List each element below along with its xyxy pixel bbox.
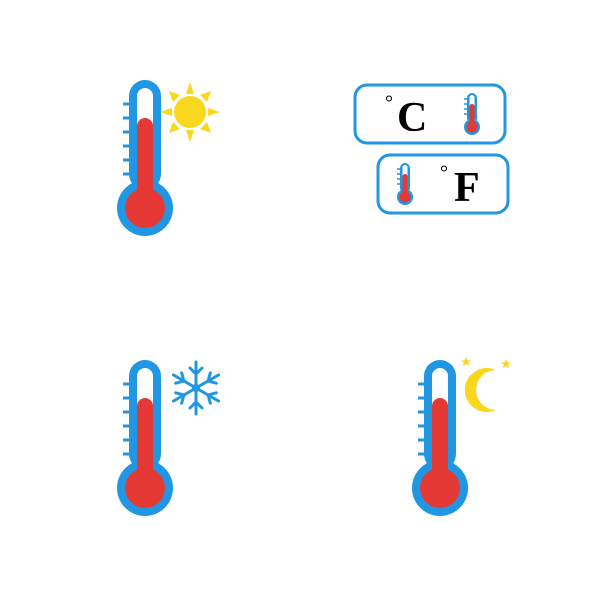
fahrenheit-badge: ° F: [378, 155, 508, 213]
thermo-sun-tile: [0, 0, 300, 300]
celsius-badge: ° C: [355, 85, 505, 143]
snowflake-icon: [170, 362, 221, 414]
sun-icon: [160, 82, 220, 142]
fahrenheit-label: F: [454, 165, 480, 211]
thermo-moon-tile: [300, 300, 600, 600]
moon-icon: [465, 368, 496, 412]
celsius-label: C: [397, 95, 427, 141]
unit-badges-tile: ° C ° F: [300, 0, 600, 300]
degree-symbol: °: [440, 162, 448, 184]
thermometer-icon: [412, 360, 468, 516]
thermometer-icon: [117, 360, 173, 516]
thermometer-icon: [117, 80, 173, 236]
star-icon: [461, 357, 471, 366]
degree-symbol: °: [385, 92, 393, 114]
star-icon: [501, 359, 511, 368]
thermo-snow-tile: [0, 300, 300, 600]
